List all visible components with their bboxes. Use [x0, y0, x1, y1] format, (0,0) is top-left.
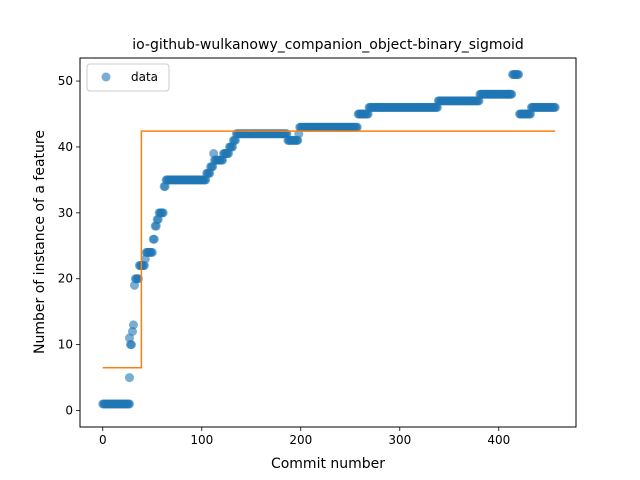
x-tick-label: 100 [190, 433, 213, 447]
x-tick-label: 300 [388, 433, 411, 447]
plot-frame [79, 57, 577, 428]
y-axis: 0 10 20 30 40 50 [58, 74, 80, 418]
x-axis: 0 100 200 300 400 [99, 427, 510, 447]
y-tick-label: 50 [58, 74, 73, 88]
data-point [293, 135, 303, 145]
x-tick-label: 400 [487, 433, 510, 447]
x-axis-label: Commit number [271, 456, 385, 472]
y-tick-label: 20 [58, 272, 73, 286]
legend-label: data [131, 70, 158, 84]
y-tick-label: 0 [65, 404, 73, 418]
legend: data [86, 63, 170, 92]
x-tick-label: 200 [289, 433, 312, 447]
data-point [147, 247, 157, 257]
chart-title: io-github-wulkanowy_companion_object-bin… [132, 37, 524, 53]
data-point [128, 320, 138, 330]
data-point [507, 89, 517, 99]
plot-area [98, 69, 560, 409]
data-point [127, 326, 137, 336]
y-axis-label: Number of instance of a feature [32, 130, 48, 354]
data-point [125, 373, 134, 383]
legend-box [86, 63, 170, 92]
fit-line [102, 130, 556, 369]
legend-marker [101, 72, 111, 82]
data-point [352, 122, 362, 132]
data-point [550, 102, 560, 112]
y-tick-label: 30 [58, 206, 73, 220]
data-point [158, 208, 168, 218]
y-tick-label: 40 [58, 140, 73, 154]
data-point [514, 69, 524, 79]
y-tick-label: 10 [58, 338, 73, 352]
data-point [126, 340, 136, 350]
data-point [149, 234, 159, 244]
x-tick-label: 0 [99, 433, 107, 447]
data-point [125, 399, 134, 409]
